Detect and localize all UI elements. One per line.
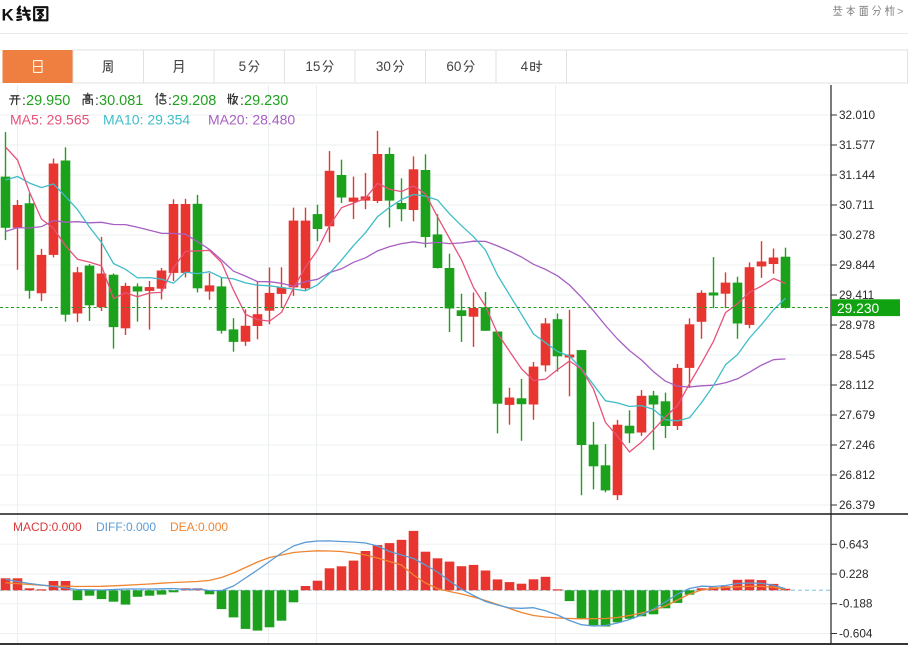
svg-text:29.844: 29.844	[839, 258, 876, 272]
svg-text:31.577: 31.577	[839, 138, 875, 152]
svg-text:0.643: 0.643	[839, 537, 869, 551]
svg-text:29.230: 29.230	[837, 301, 880, 316]
svg-text:28.978: 28.978	[839, 318, 876, 332]
svg-text:29.411: 29.411	[839, 288, 874, 302]
svg-text::: :	[95, 92, 99, 108]
svg-text:28.545: 28.545	[839, 348, 876, 362]
svg-text:MACD:0.000: MACD:0.000	[13, 520, 82, 534]
svg-text:28.112: 28.112	[839, 378, 874, 392]
svg-text:27.679: 27.679	[839, 408, 875, 422]
svg-text:-0.604: -0.604	[839, 627, 873, 641]
svg-text:27.246: 27.246	[839, 438, 876, 452]
svg-text:DIFF:0.000: DIFF:0.000	[96, 520, 156, 534]
svg-text:30.081: 30.081	[99, 93, 143, 109]
svg-text:DEA:0.000: DEA:0.000	[170, 520, 228, 534]
svg-text:60: 60	[446, 59, 461, 74]
svg-text:29.230: 29.230	[244, 93, 288, 109]
svg-text:>: >	[897, 6, 903, 18]
svg-text:31.144: 31.144	[839, 168, 876, 182]
svg-text:29.208: 29.208	[172, 93, 216, 109]
svg-text:30.278: 30.278	[839, 228, 876, 242]
svg-text:32.010: 32.010	[839, 108, 876, 122]
svg-text:4: 4	[521, 59, 529, 74]
svg-text:26.379: 26.379	[839, 498, 875, 512]
svg-text:30.711: 30.711	[839, 198, 874, 212]
svg-text::: :	[22, 92, 26, 108]
svg-text:MA5: 29.565: MA5: 29.565	[10, 112, 90, 128]
svg-text::: :	[168, 92, 172, 108]
svg-text:15: 15	[305, 59, 320, 74]
svg-text:0.228: 0.228	[839, 567, 869, 581]
svg-text:30: 30	[376, 59, 391, 74]
svg-text:26.812: 26.812	[839, 468, 875, 482]
svg-text:MA10: 29.354: MA10: 29.354	[103, 112, 190, 128]
svg-text:5: 5	[239, 59, 247, 74]
svg-text::: :	[240, 92, 244, 108]
svg-text:-0.188: -0.188	[839, 597, 873, 611]
svg-text:MA20: 28.480: MA20: 28.480	[208, 112, 295, 128]
svg-text:K: K	[2, 6, 15, 25]
svg-text:29.950: 29.950	[26, 93, 70, 109]
